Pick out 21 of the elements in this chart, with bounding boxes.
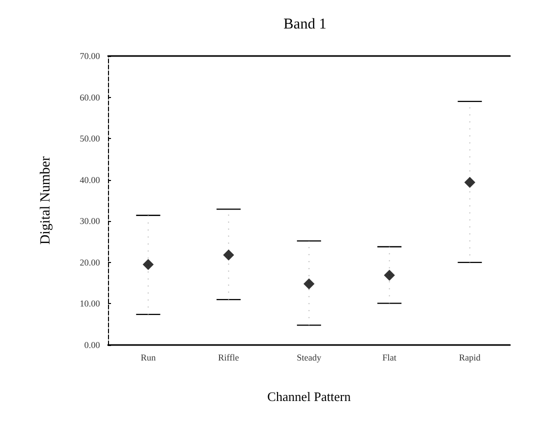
y-tick-label: 40.00: [80, 174, 100, 185]
x-tick-label: Run: [140, 352, 156, 362]
y-tick-label: 10.00: [80, 298, 100, 309]
point: [142, 258, 154, 270]
y-tick-label: 50.00: [80, 134, 100, 144]
y-axis-title: Digital Number: [38, 156, 54, 245]
point: [464, 176, 476, 188]
x-axis-title: Channel Pattern: [267, 389, 352, 404]
x-tick-label: Rapid: [459, 352, 482, 362]
x-tick-label: Steady: [296, 352, 322, 362]
point: [223, 249, 234, 260]
y-tick-label: 60.00: [80, 92, 100, 102]
y-tick-label: 70.00: [80, 51, 100, 61]
x-tick-label: Riffle: [218, 352, 240, 362]
point: [384, 270, 395, 281]
point: [304, 278, 314, 290]
y-tick-label: 0.00: [84, 340, 100, 350]
chart-title: Band 1: [284, 16, 326, 32]
x-tick-label: Flat: [382, 352, 397, 362]
y-tick-label: 20.00: [80, 257, 100, 268]
y-tick-label: 30.00: [80, 216, 100, 226]
